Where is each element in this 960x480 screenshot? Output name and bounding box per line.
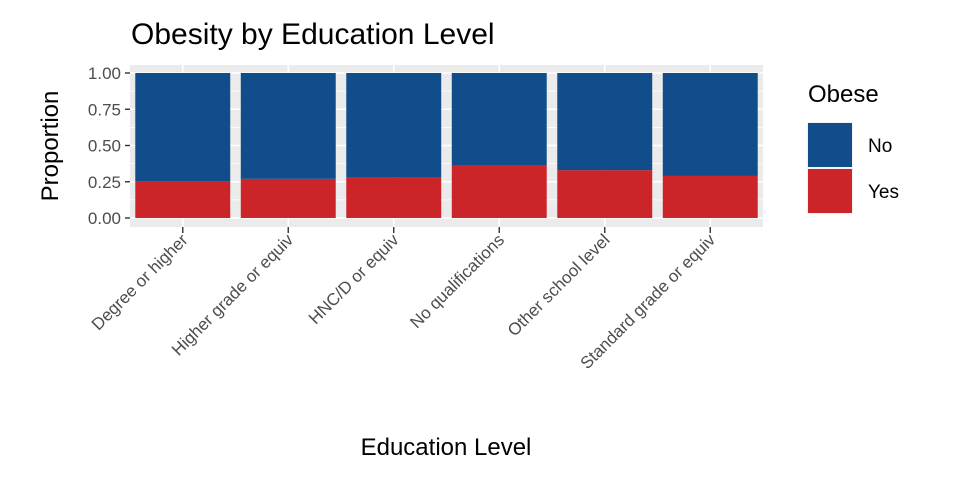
y-tick-label: 0.50: [88, 137, 121, 156]
bar-segment-no: [135, 73, 231, 182]
y-tick-label: 0.25: [88, 173, 121, 192]
bar-segment-yes: [662, 175, 758, 218]
grid-minor: [130, 90, 763, 201]
x-tick-label: Higher grade or equiv: [168, 230, 297, 359]
legend-label-yes: Yes: [868, 182, 899, 203]
bar-segment-no: [346, 73, 442, 178]
legend: Obese No Yes: [807, 81, 899, 214]
x-axis-title: Education Level: [361, 434, 532, 461]
bar-segment-yes: [240, 178, 336, 218]
x-tick-label: HNC/D or equiv: [305, 230, 403, 328]
bar-segment-yes: [346, 177, 442, 218]
bar-segment-yes: [557, 170, 653, 218]
bar-segment-yes: [135, 181, 231, 218]
x-tick-label: Degree or higher: [88, 230, 192, 334]
legend-swatch-no: [808, 123, 852, 167]
legend-label-no: No: [868, 136, 892, 157]
y-tick-label: 0.00: [88, 209, 121, 228]
chart-title: Obesity by Education Level: [131, 18, 495, 51]
bar-segment-no: [451, 73, 547, 166]
y-tick-label: 1.00: [88, 64, 121, 83]
legend-title: Obese: [808, 81, 879, 108]
legend-swatch-yes: [808, 169, 852, 213]
x-tick-label: Other school level: [504, 230, 614, 340]
bar-segment-no: [240, 73, 336, 179]
y-axis: 0.00 0.25 0.50 0.75 1.00: [88, 64, 130, 228]
bar-segment-yes: [451, 165, 547, 218]
bar-segment-no: [662, 73, 758, 176]
x-tick-label: No qualifications: [406, 230, 508, 332]
bars: [135, 73, 758, 218]
y-axis-title: Proportion: [37, 91, 64, 202]
bar-segment-no: [557, 73, 653, 171]
y-tick-label: 0.75: [88, 100, 121, 119]
